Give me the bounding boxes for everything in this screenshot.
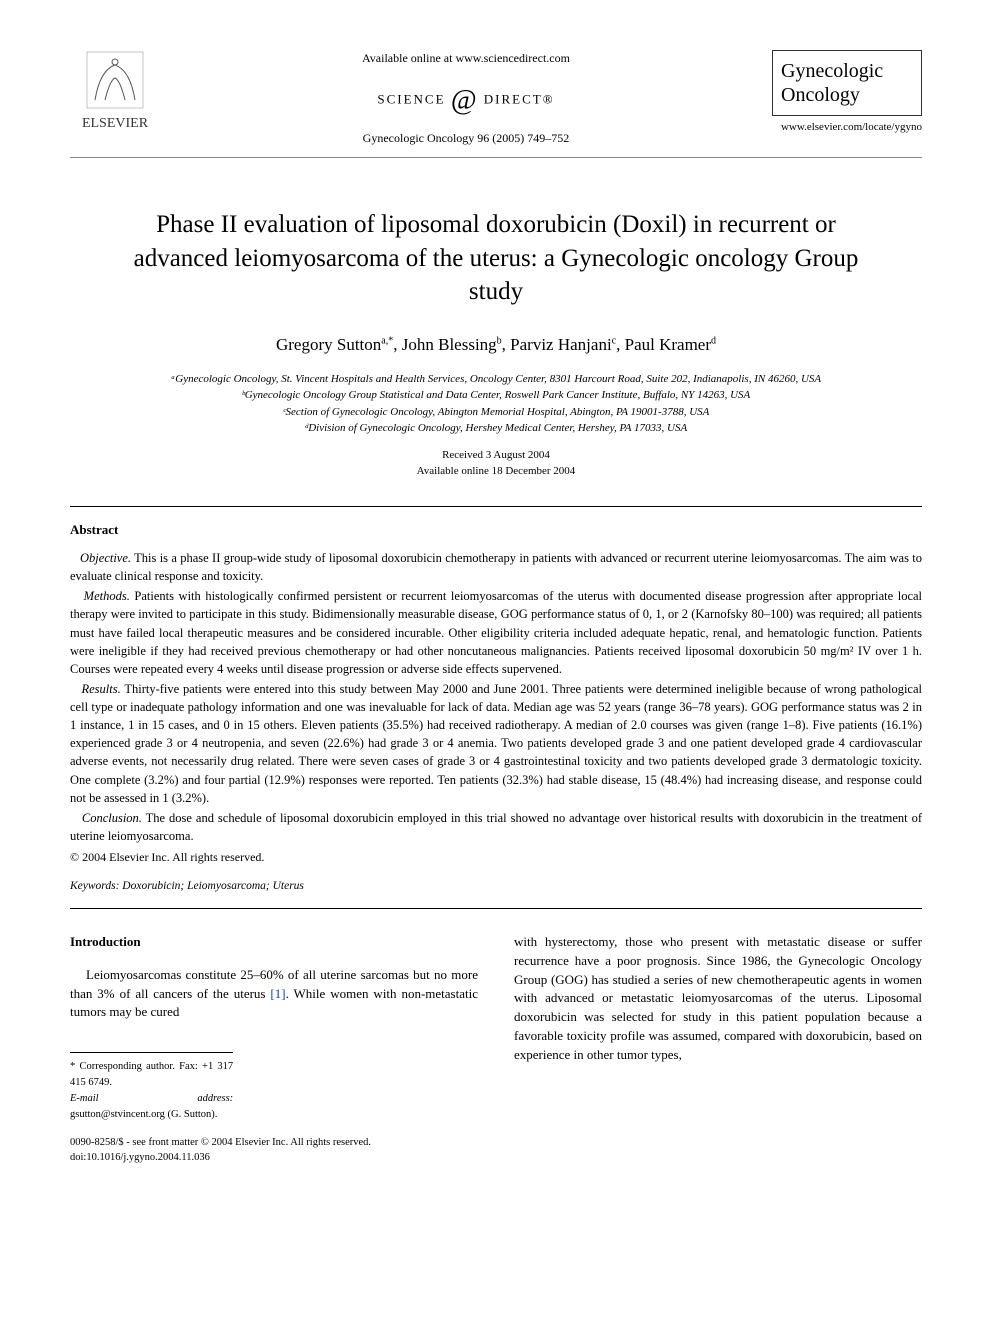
introduction-heading: Introduction [70,933,478,952]
affiliation-c: ᶜSection of Gynecologic Oncology, Abingt… [70,404,922,421]
footnotes: * Corresponding author. Fax: +1 317 415 … [70,1052,233,1122]
affiliation-a: ᵃGynecologic Oncology, St. Vincent Hospi… [70,371,922,388]
author-2-marks: c [612,335,616,346]
journal-name-line2: Oncology [781,83,913,107]
header-rule [70,157,922,158]
sd-prefix: SCIENCE [377,91,445,106]
abstract-results: Results. Thirty-five patients were enter… [70,680,922,807]
authors: Gregory Suttona,*, John Blessingb, Parvi… [70,333,922,357]
footer-meta: 0090-8258/$ - see front matter © 2004 El… [70,1136,478,1165]
sciencedirect-logo: SCIENCE @ DIRECT® [180,81,752,120]
keywords: Keywords: Doxorubicin; Leiomyosarcoma; U… [70,878,922,894]
abstract-heading: Abstract [70,521,922,539]
email-label: E-mail address: [70,1093,233,1104]
methods-label: Methods. [84,589,130,603]
corresponding-author: * Corresponding author. Fax: +1 317 415 … [70,1059,233,1091]
available-online-text: Available online at www.sciencedirect.co… [180,50,752,67]
affiliations: ᵃGynecologic Oncology, St. Vincent Hospi… [70,371,922,437]
keywords-text: Doxorubicin; Leiomyosarcoma; Uterus [119,880,304,892]
right-column: with hysterectomy, those who present wit… [514,933,922,1166]
affiliation-b: ᵇGynecologic Oncology Group Statistical … [70,387,922,404]
page-content: ELSEVIER Available online at www.science… [0,0,992,1206]
author-0-marks: a,* [381,335,393,346]
left-column: Introduction Leiomyosarcomas constitute … [70,933,478,1166]
publisher-block: ELSEVIER [70,50,160,134]
article-dates: Received 3 August 2004 Available online … [70,447,922,480]
doi-line: doi:10.1016/j.ygyno.2004.11.036 [70,1151,478,1166]
center-header: Available online at www.sciencedirect.co… [160,50,772,147]
header: ELSEVIER Available online at www.science… [70,50,922,147]
abstract-methods: Methods. Patients with histologically co… [70,587,922,678]
author-3: Paul Kramer [625,335,711,354]
email-address: gsutton@stvincent.org (G. Sutton). [70,1109,217,1120]
abstract-objective: Objective. This is a phase II group-wide… [70,549,922,585]
methods-text: Patients with histologically confirmed p… [70,589,922,676]
abstract-top-rule [70,506,922,507]
abstract-conclusion: Conclusion. The dose and schedule of lip… [70,809,922,845]
available-online-date: Available online 18 December 2004 [70,463,922,480]
author-1: John Blessing [402,335,497,354]
journal-name-line1: Gynecologic [781,59,913,83]
journal-title-box: Gynecologic Oncology [772,50,922,116]
affiliation-d: ᵈDivision of Gynecologic Oncology, Hersh… [70,420,922,437]
author-0: Gregory Sutton [276,335,381,354]
citation: Gynecologic Oncology 96 (2005) 749–752 [180,130,752,147]
author-3-marks: d [711,335,716,346]
elsevier-logo-icon [85,50,145,110]
abstract-copyright: © 2004 Elsevier Inc. All rights reserved… [70,849,922,866]
locate-url: www.elsevier.com/locate/ygyno [772,120,922,135]
abstract-bottom-rule [70,908,922,909]
author-1-marks: b [497,335,502,346]
journal-block-wrapper: Gynecologic Oncology www.elsevier.com/lo… [772,50,922,135]
keywords-label: Keywords: [70,880,119,892]
results-label: Results. [82,682,121,696]
conclusion-text: The dose and schedule of liposomal doxor… [70,811,922,843]
intro-para-left: Leiomyosarcomas constitute 25–60% of all… [70,966,478,1023]
objective-text: This is a phase II group-wide study of l… [70,551,922,583]
sd-d-icon: @ [451,85,479,116]
email-line: E-mail address: gsutton@stvincent.org (G… [70,1091,233,1123]
publisher-name: ELSEVIER [82,114,148,134]
intro-para-right: with hysterectomy, those who present wit… [514,933,922,1065]
body-columns: Introduction Leiomyosarcomas constitute … [70,933,922,1166]
article-title: Phase II evaluation of liposomal doxorub… [110,208,882,309]
received-date: Received 3 August 2004 [70,447,922,464]
results-text: Thirty-five patients were entered into t… [70,682,922,805]
issn-line: 0090-8258/$ - see front matter © 2004 El… [70,1136,478,1151]
objective-label: Objective. [80,551,131,565]
author-2: Parviz Hanjani [510,335,612,354]
sd-suffix: DIRECT® [484,91,555,106]
ref-link-1[interactable]: [1] [270,986,285,1001]
conclusion-label: Conclusion. [82,811,142,825]
